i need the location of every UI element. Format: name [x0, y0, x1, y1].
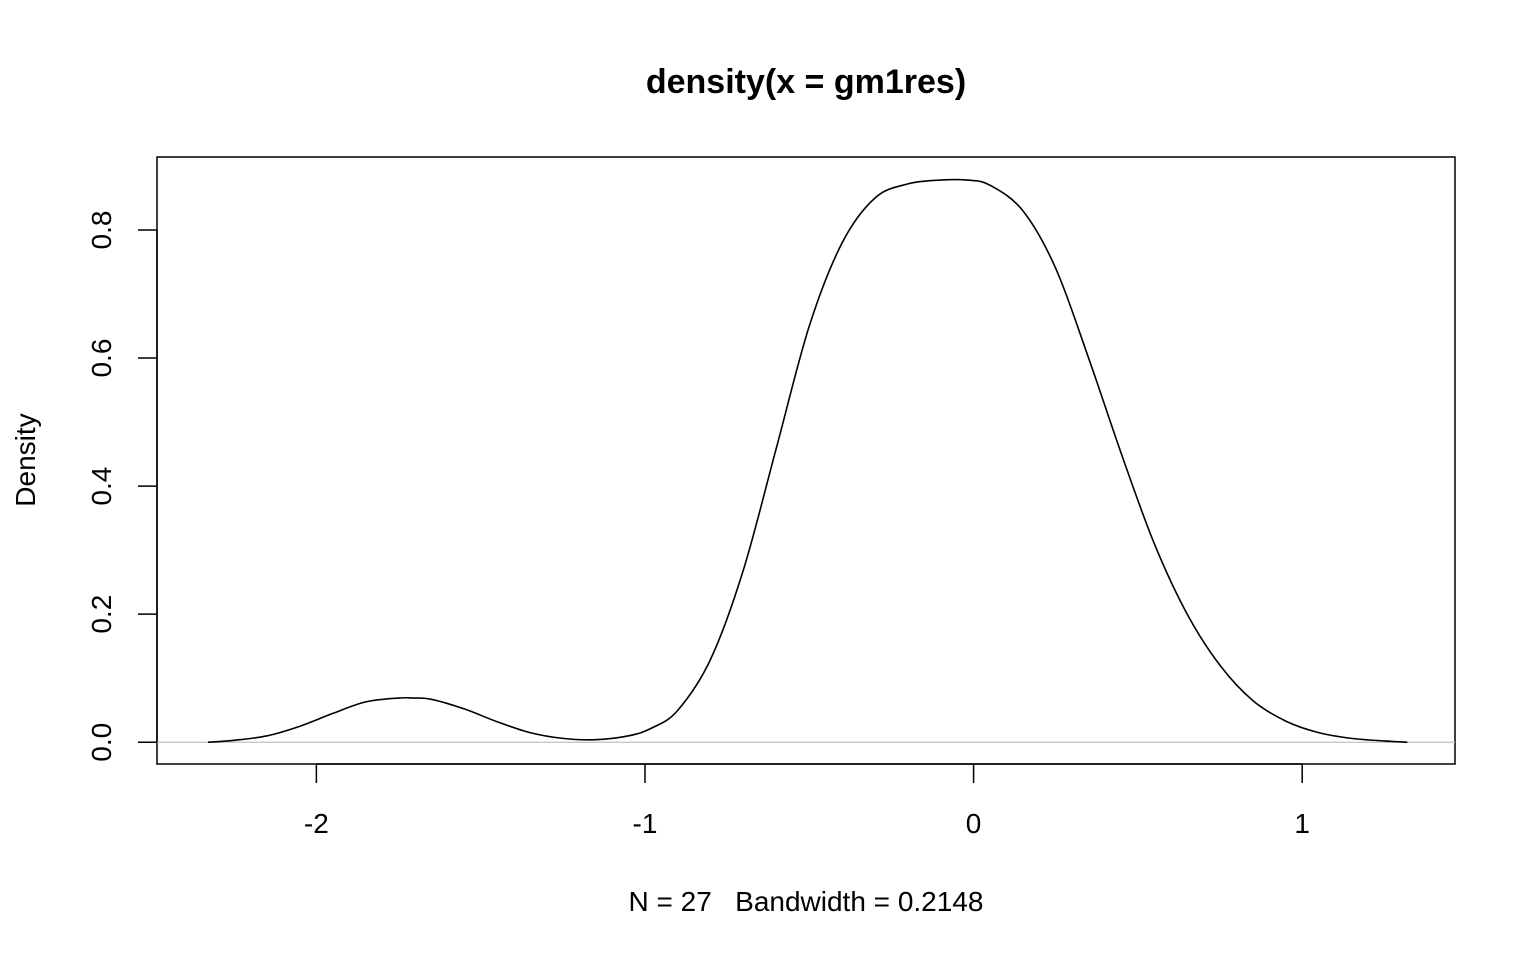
y-tick-label: 0.2: [86, 595, 117, 634]
plot-frame: [156, 156, 1456, 765]
density-curve: [207, 178, 1408, 744]
x-tick-label: -2: [304, 808, 329, 839]
y-tick-label: 0.4: [86, 467, 117, 506]
y-axis: 0.0 0.2 0.4 0.6 0.8: [86, 211, 158, 762]
y-axis-label: Density: [10, 413, 41, 506]
x-axis: -2 -1 0 1: [304, 763, 1310, 839]
y-tick-label: 0.0: [86, 723, 117, 762]
x-tick-label: 1: [1294, 808, 1310, 839]
x-axis-label: N = 27 Bandwidth = 0.2148: [629, 886, 984, 917]
x-tick-label: -1: [633, 808, 658, 839]
y-tick-label: 0.8: [86, 211, 117, 250]
y-tick-label: 0.6: [86, 339, 117, 378]
chart-title: density(x = gm1res): [646, 63, 966, 101]
x-tick-label: 0: [966, 808, 982, 839]
